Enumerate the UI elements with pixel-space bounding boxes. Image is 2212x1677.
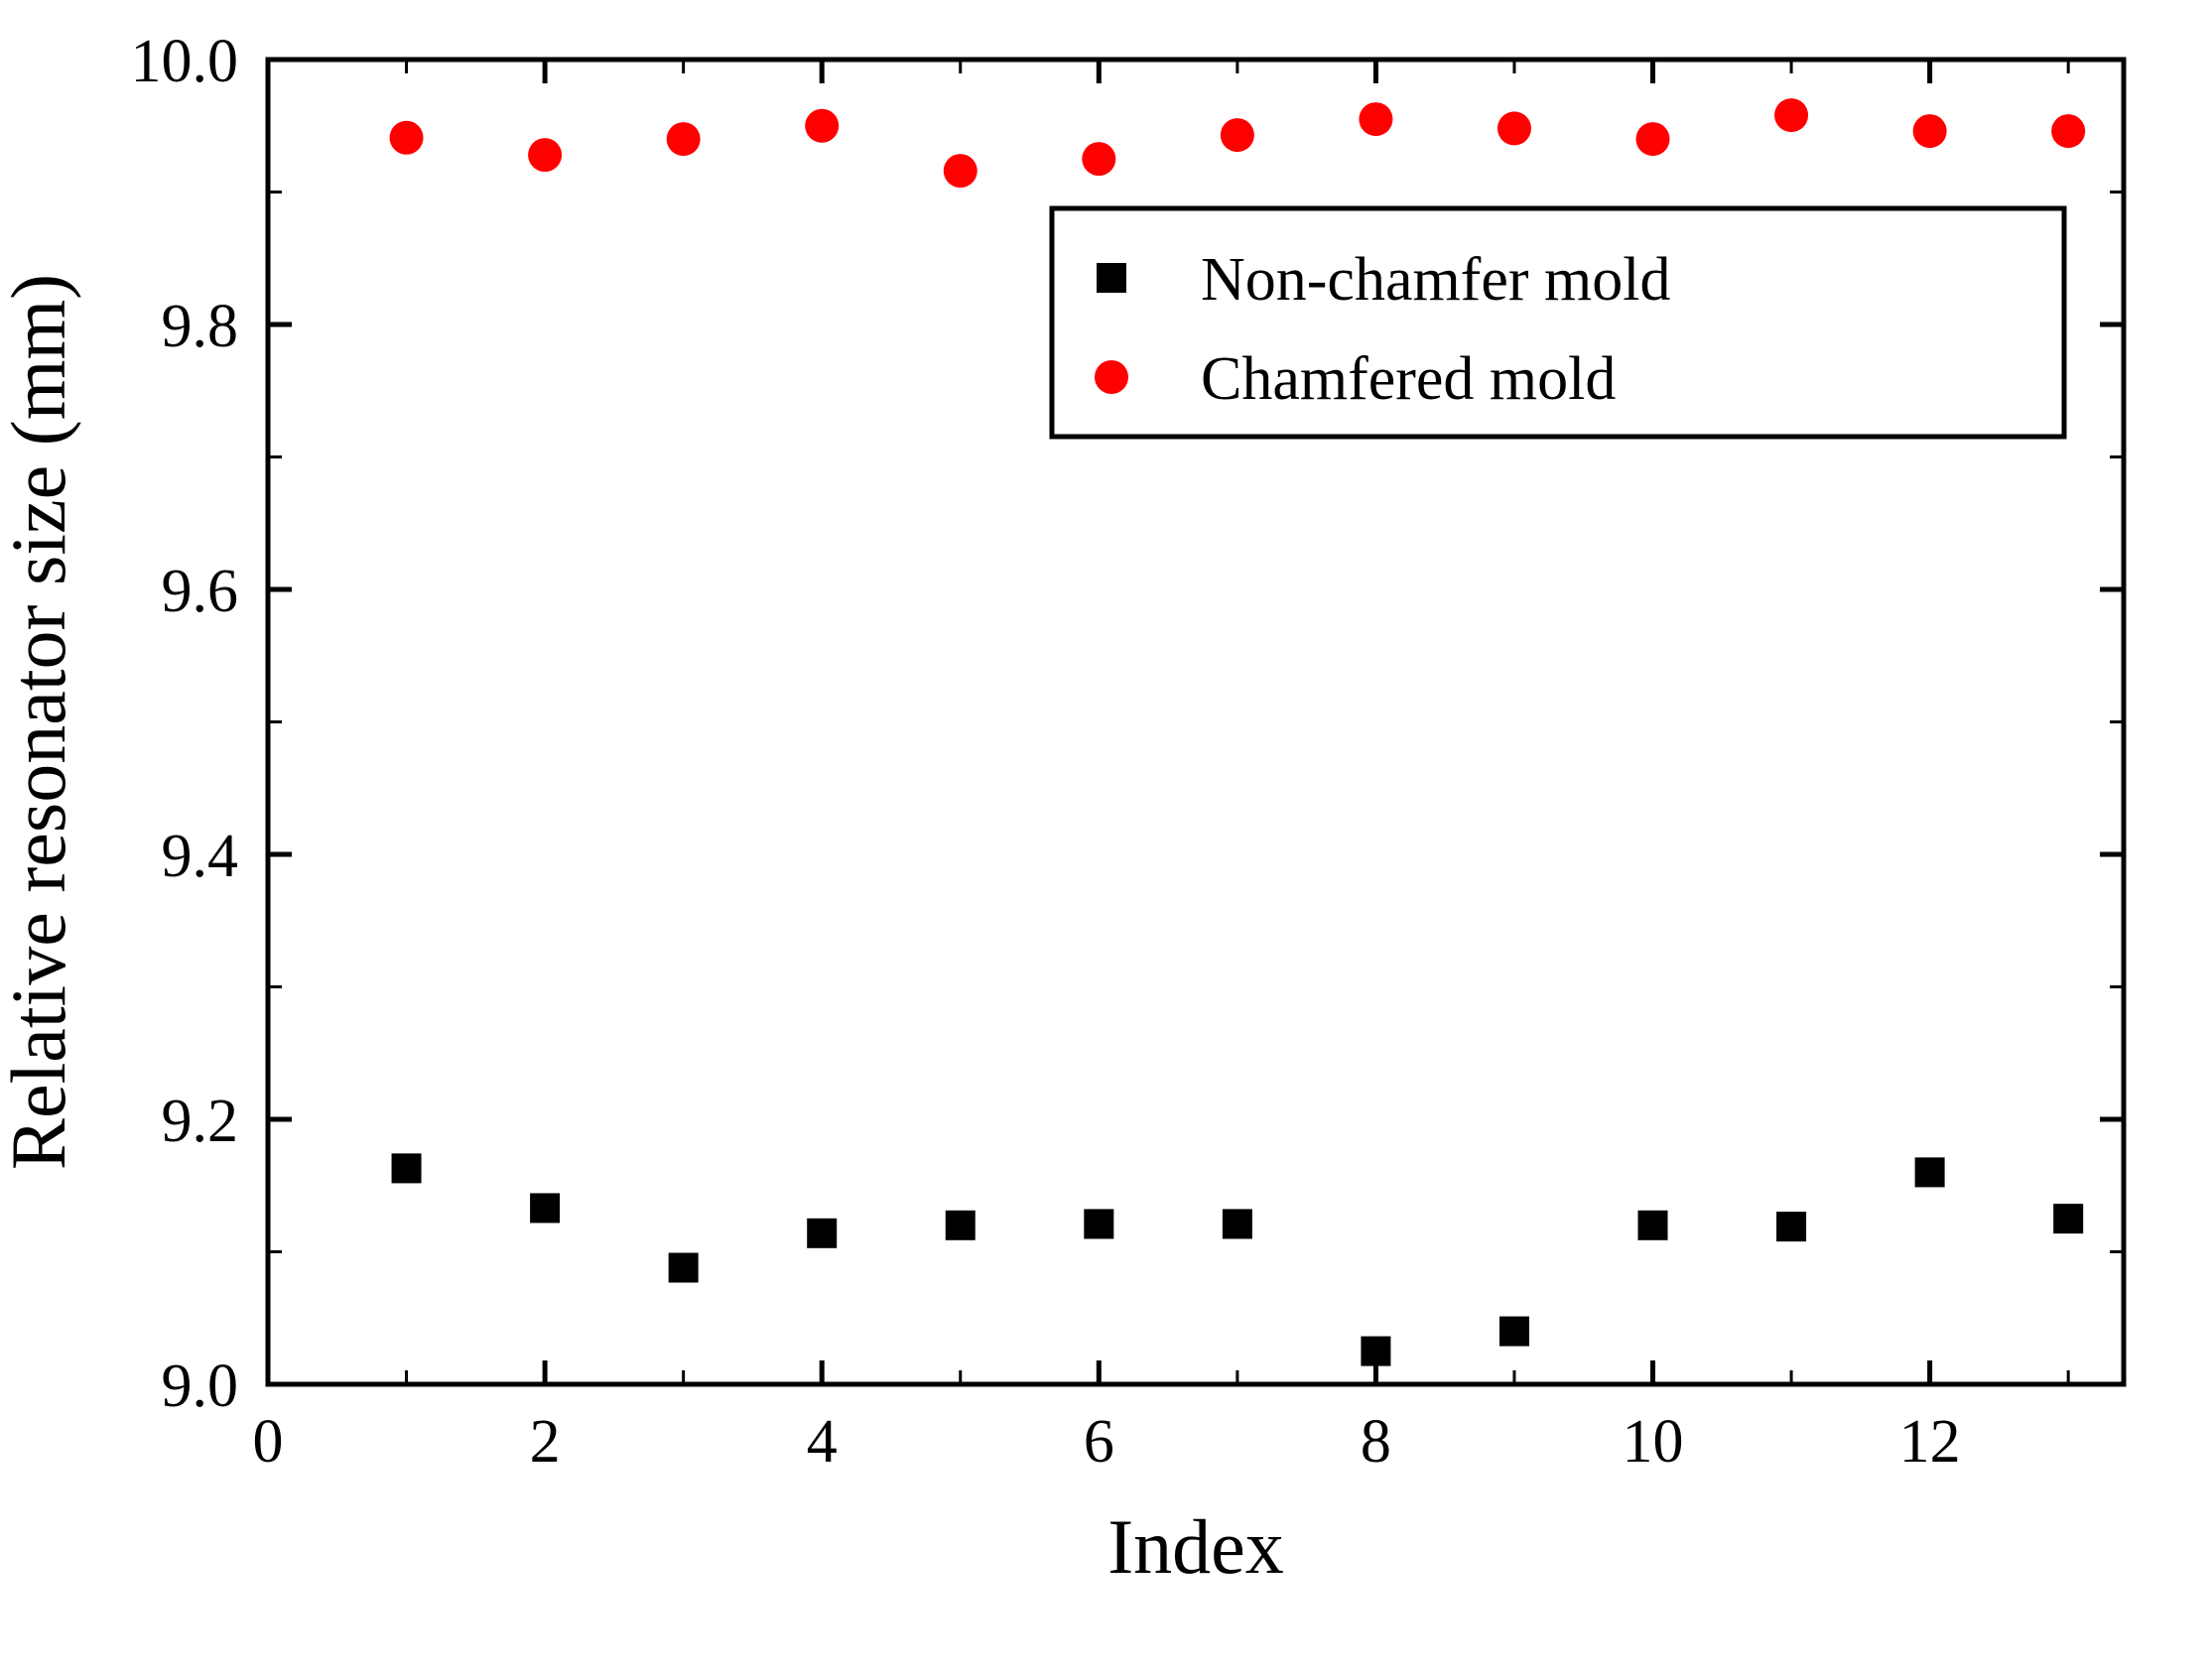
legend-label: Non-chamfer mold <box>1201 246 1670 314</box>
y-tick-label: 9.2 <box>162 1088 239 1155</box>
x-tick-label: 10 <box>1623 1408 1684 1476</box>
data-point-circle <box>1636 122 1670 156</box>
data-point-square <box>1084 1209 1113 1238</box>
data-point-square <box>1361 1337 1390 1366</box>
legend-label: Chamfered mold <box>1201 345 1616 413</box>
data-point-circle <box>390 121 424 155</box>
y-tick-label: 9.8 <box>162 293 239 360</box>
x-tick-label: 0 <box>253 1408 284 1476</box>
data-point-circle <box>944 154 977 188</box>
x-tick-label: 8 <box>1361 1408 1391 1476</box>
data-point-circle <box>2051 114 2085 148</box>
data-point-square <box>530 1193 560 1223</box>
x-tick-label: 4 <box>807 1408 838 1476</box>
data-point-circle <box>1082 142 1115 176</box>
y-tick-label: 9.6 <box>162 558 239 625</box>
data-point-square <box>1223 1209 1252 1238</box>
scatter-chart: 0 2 4 6 8 10 12 9.0 9.2 9.4 9.6 9.8 10.0 Index Relativ… <box>0 0 2212 1677</box>
data-point-circle <box>1497 111 1531 145</box>
legend-swatch-square <box>1097 263 1126 293</box>
data-point-circle <box>1359 102 1392 136</box>
data-point-circle <box>805 109 839 143</box>
y-axis-label: Relative resonator size (mm) <box>0 274 81 1170</box>
y-tick-label: 9.0 <box>162 1353 239 1420</box>
data-point-circle <box>1913 114 1947 148</box>
data-point-circle <box>667 122 701 156</box>
data-point-circle <box>1221 118 1254 152</box>
x-tick-label: 6 <box>1084 1408 1114 1476</box>
chart-container: 0 2 4 6 8 10 12 9.0 9.2 9.4 9.6 9.8 10.0 Index Relativ… <box>0 0 2212 1677</box>
legend-swatch-circle <box>1095 360 1128 394</box>
data-point-square <box>1499 1317 1529 1347</box>
data-point-square <box>392 1153 422 1183</box>
x-tick-label: 2 <box>530 1408 561 1476</box>
x-axis-label: Index <box>1107 1503 1284 1590</box>
y-tick-label: 10.0 <box>131 28 239 95</box>
data-point-square <box>1638 1211 1668 1240</box>
data-point-circle <box>528 138 562 172</box>
data-point-square <box>1915 1157 1945 1187</box>
x-tick-label: 12 <box>1899 1408 1961 1476</box>
data-point-square <box>807 1219 837 1248</box>
data-point-square <box>1776 1212 1806 1241</box>
data-point-square <box>946 1211 976 1240</box>
data-point-square <box>669 1253 699 1283</box>
data-point-circle <box>1774 98 1808 132</box>
y-tick-label: 9.4 <box>162 823 239 890</box>
data-point-square <box>2053 1204 2083 1233</box>
